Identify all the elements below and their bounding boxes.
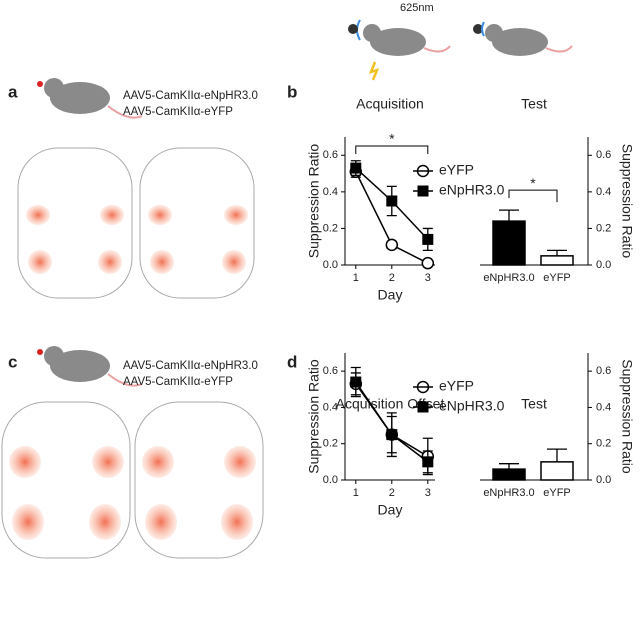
error-bar — [499, 463, 519, 470]
y-tick-label: 0.0 — [596, 259, 611, 271]
y-tick-label: 0.0 — [323, 259, 338, 271]
bar — [540, 461, 574, 481]
y-axis-label: Suppression Ratio — [306, 144, 322, 259]
x-tick-label: 3 — [425, 487, 431, 499]
x-tick-label: eNpHR3.0 — [483, 272, 534, 284]
panel-label: a — [8, 82, 18, 101]
mouse-illustration — [37, 346, 143, 387]
significance-bracket — [508, 189, 558, 203]
x-tick-label: 3 — [425, 272, 431, 284]
bar — [540, 255, 574, 266]
legend-label: eYFP — [439, 162, 474, 178]
y-tick-label: 0.6 — [596, 149, 611, 161]
y-axis-label: Suppression Ratio — [306, 359, 322, 474]
y-tick-label: 0.4 — [323, 186, 338, 198]
significance-bracket — [355, 145, 429, 154]
y-tick-label: 0.4 — [323, 401, 338, 413]
chart-title: Test — [521, 96, 547, 112]
legend-label: eNpHR3.0 — [439, 182, 505, 198]
error-bar — [547, 249, 567, 256]
marker — [350, 376, 362, 388]
wavelength: 625nm — [400, 2, 434, 14]
panel-label: b — [287, 82, 297, 101]
marker — [422, 456, 434, 468]
legend-label: eNpHR3.0 — [439, 398, 505, 414]
annotation: * — [389, 131, 395, 147]
panel-label: c — [8, 352, 17, 371]
mouse-illustration — [348, 19, 573, 81]
y-tick-label: 0.2 — [596, 222, 611, 234]
marker — [386, 195, 398, 207]
y-tick-label: 0.6 — [323, 365, 338, 377]
panel-label: d — [287, 352, 297, 371]
chart-title: Acquisition — [356, 96, 424, 112]
x-tick-label: 2 — [389, 487, 395, 499]
y-tick-label: 0.0 — [596, 474, 611, 486]
x-tick-label: 1 — [353, 272, 359, 284]
x-tick-label: eNpHR3.0 — [483, 487, 534, 499]
marker — [350, 162, 362, 174]
brain-sections — [17, 147, 255, 299]
marker — [385, 238, 399, 252]
y-tick-label: 0.6 — [323, 149, 338, 161]
x-axis-label: Day — [378, 502, 403, 518]
brain-sections — [1, 401, 264, 559]
virus-label: AAV5-CamKIIα-eYFP — [123, 106, 233, 118]
marker — [386, 429, 398, 441]
annotation: * — [530, 175, 536, 191]
y-tick-label: 0.4 — [596, 401, 611, 413]
x-tick-label: 2 — [389, 272, 395, 284]
bar — [492, 220, 526, 266]
virus-label: AAV5-CamKIIα-eNpHR3.0 — [123, 90, 258, 102]
y-tick-label: 0.2 — [323, 222, 338, 234]
error-bar — [547, 448, 567, 462]
y-tick-label: 0.6 — [596, 365, 611, 377]
y-axis-label: Suppression Ratio — [619, 144, 635, 259]
x-tick-label: eYFP — [543, 487, 571, 499]
chart-title: Test — [521, 396, 547, 412]
marker — [422, 233, 434, 245]
bar — [492, 468, 526, 481]
virus-label: AAV5-CamKIIα-eNpHR3.0 — [123, 360, 258, 372]
x-tick-label: 1 — [353, 487, 359, 499]
y-tick-label: 0.4 — [596, 186, 611, 198]
y-tick-label: 0.2 — [596, 438, 611, 450]
x-axis-label: Day — [378, 287, 403, 303]
error-bar — [499, 209, 519, 222]
legend-label: eYFP — [439, 378, 474, 394]
x-tick-label: eYFP — [543, 272, 571, 284]
mouse-illustration — [37, 78, 143, 119]
marker — [421, 256, 435, 270]
virus-label: AAV5-CamKIIα-eYFP — [123, 376, 233, 388]
y-axis-label: Suppression Ratio — [619, 359, 635, 474]
y-tick-label: 0.0 — [323, 474, 338, 486]
y-tick-label: 0.2 — [323, 438, 338, 450]
